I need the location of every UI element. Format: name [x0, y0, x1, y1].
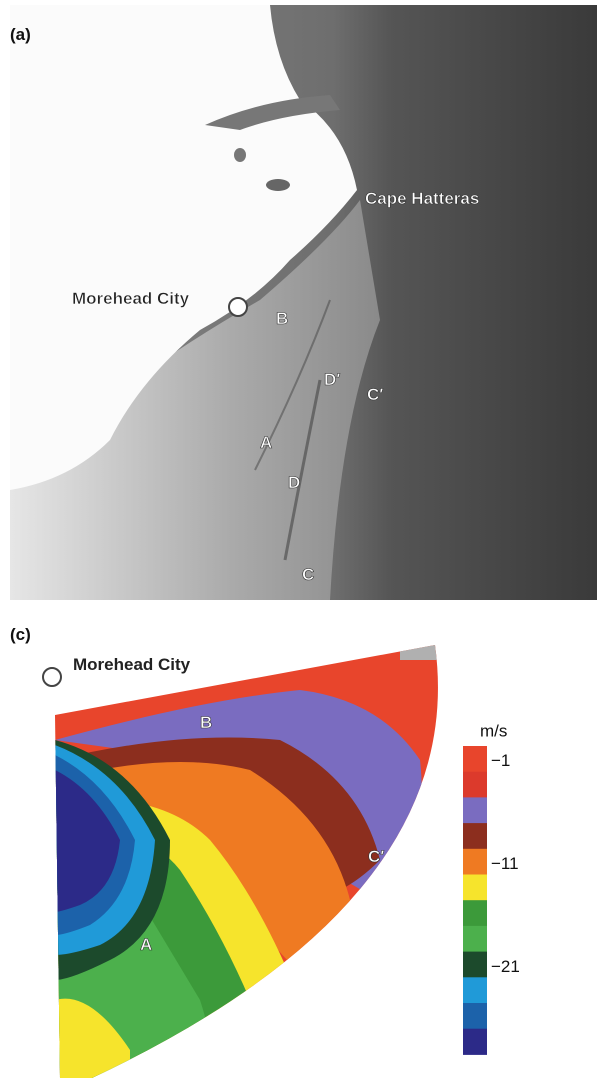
annotation: A — [260, 433, 272, 452]
annotation: C′ — [368, 847, 384, 866]
annotation: Morehead City — [73, 655, 191, 674]
annotation: D — [288, 473, 300, 492]
colorbar-tick-label: −11 — [491, 854, 519, 873]
color-band — [463, 797, 487, 823]
colorbar-unit: m/s — [480, 721, 507, 740]
color-band — [463, 952, 487, 978]
annotation: Morehead City — [72, 289, 190, 308]
color-band — [463, 875, 487, 901]
color-band — [463, 849, 487, 875]
color-band — [463, 977, 487, 1003]
color-band — [463, 772, 487, 798]
panel-label: (c) — [10, 625, 31, 644]
color-band — [463, 1029, 487, 1055]
colorbar-tick-label: −1 — [491, 751, 510, 770]
color-band — [463, 926, 487, 952]
color-band — [463, 900, 487, 926]
map-fill — [400, 640, 460, 660]
figure: (a) Cape Hatteras Morehead City B D′ C′ … — [0, 0, 597, 1084]
city-marker — [229, 298, 247, 316]
annotation: Cape Hatteras — [365, 189, 479, 208]
annotation: A — [140, 935, 152, 954]
color-band — [463, 823, 487, 849]
annotation: C′ — [367, 385, 383, 404]
annotation: C — [302, 565, 314, 584]
radar-map — [40, 630, 480, 1084]
annotation: B — [200, 713, 212, 732]
colorbar-tick-label: −21 — [491, 957, 520, 976]
panel-label: (a) — [10, 25, 31, 44]
city-marker — [43, 668, 61, 686]
color-band — [463, 746, 487, 772]
annotation: B — [276, 309, 288, 328]
color-band — [463, 1003, 487, 1029]
colorbar: −1 −11 −21 — [463, 746, 520, 1055]
annotation: D′ — [324, 370, 340, 389]
